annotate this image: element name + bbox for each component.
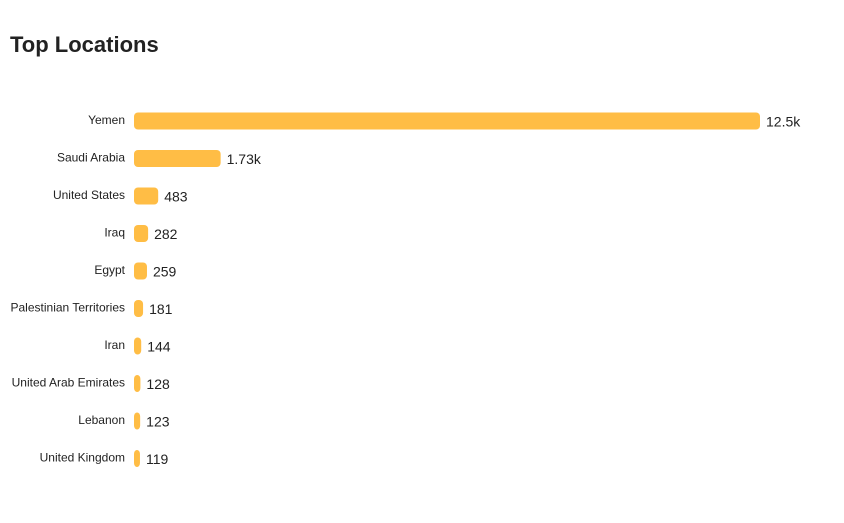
data-label: 1.73k — [227, 151, 262, 167]
data-label: 181 — [149, 301, 173, 317]
data-label: 128 — [146, 376, 170, 392]
bar — [134, 337, 142, 355]
bar — [134, 150, 221, 167]
y-tick-label: Palestinian Territories — [11, 301, 126, 315]
bar — [134, 450, 140, 467]
data-label: 144 — [147, 339, 171, 355]
y-tick-label: Egypt — [94, 263, 125, 277]
bar — [134, 112, 760, 130]
data-label: 119 — [146, 451, 169, 467]
data-label: 123 — [146, 414, 170, 430]
bar — [134, 412, 141, 430]
data-label: 282 — [154, 226, 178, 242]
y-tick-label: United States — [53, 188, 125, 202]
y-tick-label: United Kingdom — [40, 451, 125, 465]
bar — [134, 187, 159, 205]
bar — [134, 262, 147, 280]
y-tick-label: United Arab Emirates — [12, 376, 125, 390]
data-label: 483 — [164, 189, 188, 205]
bar — [134, 225, 149, 242]
bar — [134, 300, 144, 317]
data-label: 259 — [153, 264, 177, 280]
chart-title: Top Locations — [10, 32, 159, 57]
y-tick-label: Lebanon — [78, 413, 125, 427]
y-tick-label: Iraq — [104, 226, 125, 240]
bar — [134, 375, 141, 392]
y-tick-label: Saudi Arabia — [57, 151, 125, 165]
data-label: 12.5k — [766, 114, 801, 130]
y-tick-label: Yemen — [88, 113, 125, 127]
y-tick-label: Iran — [104, 338, 125, 352]
